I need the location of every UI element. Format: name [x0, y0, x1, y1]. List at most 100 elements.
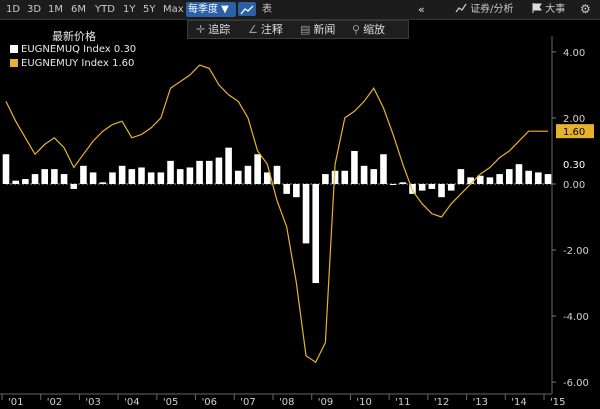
bar-mark — [70, 183, 78, 189]
bar-mark — [302, 183, 310, 244]
bar-mark — [128, 169, 136, 184]
range-1d-button[interactable]: 1D — [6, 4, 21, 15]
bar-mark — [31, 174, 39, 184]
news-tool-button[interactable]: ▤ 新闻 — [300, 22, 335, 37]
bar-mark — [234, 170, 242, 184]
range-5y-button[interactable]: 5Y — [143, 4, 156, 15]
bar-mark — [51, 169, 58, 184]
bar-mark — [505, 169, 513, 184]
bar-mark — [535, 172, 542, 184]
bar-mark — [312, 183, 320, 284]
zoom-tool-button[interactable]: ⚲ 缩放 — [352, 22, 385, 37]
bar-mark — [244, 165, 252, 184]
y-tick-label: -2.00 — [563, 246, 589, 257]
last-value-tag-gold-bg — [556, 124, 594, 139]
line-chart-type-button[interactable] — [238, 2, 256, 16]
track-tool-button[interactable]: ✛ 追踪 — [196, 22, 230, 37]
events-label: 大事 — [545, 4, 566, 15]
legend-item-euGNEMUQ[interactable]: EUGNEMUQ Index 0.30 — [10, 44, 136, 55]
last-value-tag-white: 0.30 — [563, 160, 585, 171]
magnifier-icon: ⚲ — [352, 23, 361, 36]
bar-mark — [486, 177, 494, 184]
range-1y-button[interactable]: 1Y — [123, 4, 136, 15]
chart-up-icon — [455, 3, 467, 13]
y-tick-label: -6.00 — [563, 378, 589, 389]
legend-series-name: EUGNEMUQ Index — [21, 44, 111, 55]
x-tick-label: '11 — [395, 397, 410, 408]
x-tick-label: '15 — [550, 397, 565, 408]
chart-legend: 最新价格 EUGNEMUQ Index 0.30 EUGNEMUY Index … — [4, 26, 164, 76]
events-button[interactable]: 大事 — [532, 2, 565, 17]
bar-mark — [515, 164, 523, 184]
x-tick-label: '04 — [124, 397, 139, 408]
last-value-tag-gold: 1.60 — [563, 127, 585, 138]
bar-mark — [380, 154, 387, 184]
y-tick-label: 0.00 — [563, 180, 585, 191]
legend-swatch-gold — [10, 59, 18, 67]
bar-mark — [322, 174, 329, 184]
range-3d-button[interactable]: 3D — [27, 4, 42, 15]
line-series-euGNEMUY — [5, 64, 548, 364]
legend-series-value: 0.30 — [113, 44, 137, 55]
bar-mark — [457, 169, 465, 184]
bar-mark — [138, 167, 145, 184]
y-tick-label: -4.00 — [563, 312, 589, 323]
securities-analysis-button[interactable]: 证券/分析 — [455, 2, 514, 17]
annotate-tool-button[interactable]: ∠ 注释 — [248, 22, 283, 37]
range-1m-button[interactable]: 1M — [48, 4, 63, 15]
bar-mark — [176, 169, 184, 184]
legend-series-name: EUGNEMUY Index — [21, 58, 109, 69]
bar-mark — [147, 172, 155, 184]
x-tick-label: '12 — [434, 397, 449, 408]
bar-mark — [118, 165, 126, 184]
flag-icon — [532, 3, 542, 13]
bar-mark — [399, 182, 407, 184]
bar-mark — [438, 183, 445, 198]
x-tick-label: '05 — [163, 397, 178, 408]
x-tick-label: '08 — [279, 397, 294, 408]
bar-mark — [205, 160, 213, 184]
bar-mark — [428, 183, 436, 189]
last-value-tag-white-bg — [556, 157, 594, 172]
bar-mark — [341, 170, 349, 184]
table-view-button[interactable]: 表 — [262, 4, 272, 15]
y-tick-label: 2.00 — [563, 114, 585, 125]
bar-mark — [60, 174, 68, 184]
zoom-tool-label: 缩放 — [363, 23, 386, 36]
bar-mark — [283, 183, 290, 194]
bar-mark — [99, 182, 107, 184]
bar-mark — [370, 169, 378, 184]
bar-mark — [351, 150, 358, 184]
range-ytd-button[interactable]: YTD — [95, 4, 115, 15]
range-max-button[interactable]: Max — [163, 4, 184, 15]
bar-mark — [157, 172, 165, 184]
bar-mark — [186, 167, 194, 184]
news-tool-label: 新闻 — [313, 23, 336, 36]
bar-mark — [525, 170, 532, 184]
line-chart-icon — [240, 5, 254, 15]
bar-mark — [80, 165, 87, 184]
legend-series-value: 1.60 — [112, 58, 135, 69]
chart-tools-bar: ✛ 追踪 ∠ 注释 ▤ 新闻 ⚲ 缩放 — [187, 20, 409, 39]
bar-mark — [89, 172, 97, 184]
bar-mark — [467, 177, 474, 184]
y-tick-label: 4.00 — [563, 48, 585, 59]
bar-mark — [254, 154, 261, 184]
x-tick-label: '06 — [202, 397, 217, 408]
collapse-nav-button[interactable]: « — [418, 3, 425, 16]
period-select[interactable]: 每季度 ▼ — [186, 2, 236, 17]
bar-mark — [360, 165, 368, 184]
range-6m-button[interactable]: 6M — [71, 4, 86, 15]
legend-title: 最新价格 — [52, 30, 96, 43]
bar-mark — [2, 154, 10, 184]
legend-swatch-white — [10, 45, 18, 53]
annotate-tool-label: 注释 — [260, 23, 283, 36]
news-icon: ▤ — [300, 23, 311, 36]
bar-mark — [273, 165, 281, 184]
legend-item-euGNEMUY[interactable]: EUGNEMUY Index 1.60 — [10, 58, 134, 69]
x-tick-label: '10 — [356, 397, 371, 408]
settings-button[interactable]: ⚙ — [580, 2, 591, 17]
bar-mark — [544, 174, 552, 184]
bar-mark — [389, 183, 397, 185]
